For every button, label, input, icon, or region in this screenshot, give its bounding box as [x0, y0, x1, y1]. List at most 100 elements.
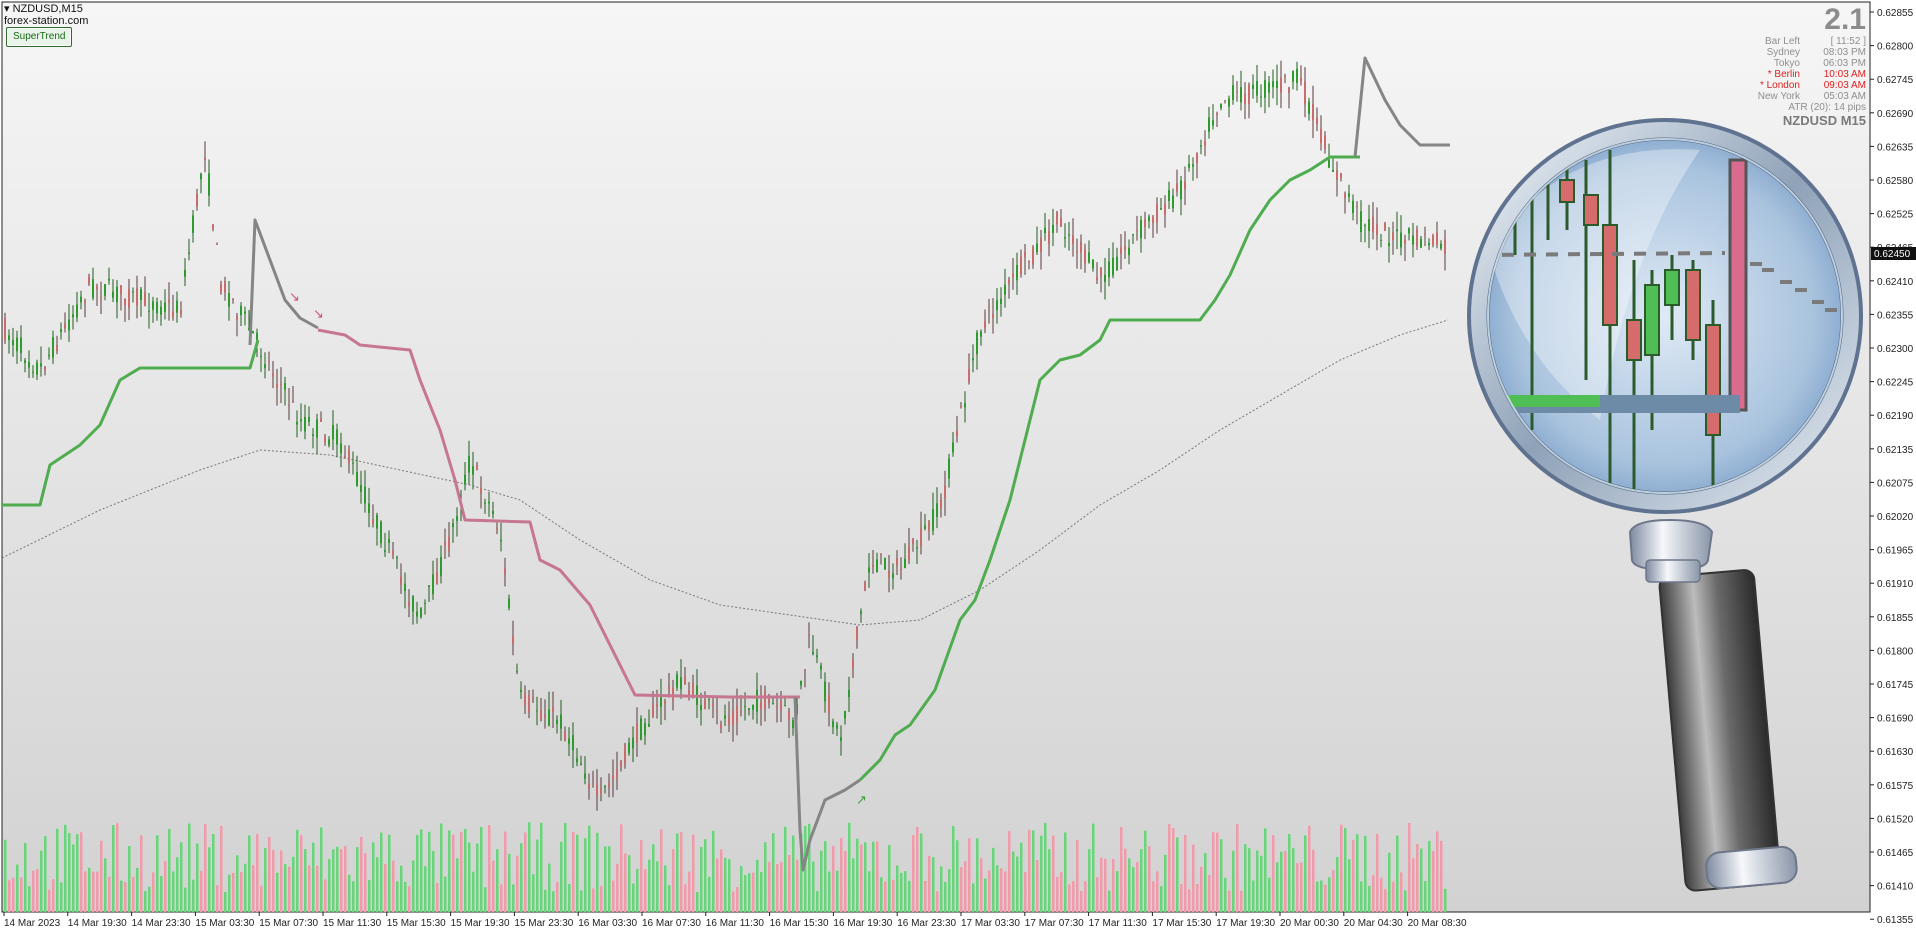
candle-body [436, 572, 438, 585]
candle-body [168, 300, 170, 303]
candle-body [1204, 141, 1206, 146]
candle-body [1284, 76, 1286, 78]
volume-bar [904, 871, 907, 912]
volume-bar [176, 857, 179, 912]
candle-body [852, 659, 854, 669]
volume-bar [88, 867, 91, 912]
candle-body [764, 692, 766, 709]
volume-bar [600, 885, 603, 912]
volume-bar [964, 861, 967, 912]
volume-bar [1160, 886, 1163, 912]
volume-bar [1104, 858, 1107, 912]
candle-body [308, 417, 310, 422]
candle-body [1412, 235, 1414, 245]
volume-bar [480, 826, 483, 912]
volume-bar [340, 849, 343, 912]
volume-bar [376, 857, 379, 912]
volume-bar [592, 888, 595, 912]
candle-body [888, 570, 890, 578]
candle-body [748, 708, 750, 711]
candle-body [588, 783, 590, 789]
candle-body [404, 583, 406, 592]
price-tick-label: 0.62690 [1877, 109, 1914, 120]
volume-bar [636, 868, 639, 912]
volume-bar [1076, 839, 1079, 912]
candle-body [1056, 211, 1058, 225]
time-tick-label: 16 Mar 15:30 [770, 918, 829, 929]
candle-body [108, 278, 110, 281]
candle-body [1420, 238, 1422, 248]
volume-bar [872, 841, 875, 912]
candle-body [720, 723, 722, 729]
volume-bar [256, 834, 259, 912]
candle-body [828, 694, 830, 714]
candle-body [32, 371, 34, 373]
time-tick-label: 17 Mar 15:30 [1152, 918, 1211, 929]
volume-bar [8, 880, 11, 912]
volume-bar [812, 861, 815, 912]
candle-body [612, 775, 614, 781]
candle-body [116, 286, 118, 303]
candle-body [224, 281, 226, 293]
price-tick-label: 0.62075 [1877, 478, 1914, 489]
volume-bar [1184, 834, 1187, 912]
candle-body [180, 310, 182, 315]
volume-bar [304, 849, 307, 912]
volume-bar [980, 858, 983, 912]
candle-body [1108, 261, 1110, 278]
volume-bar [1408, 822, 1411, 912]
volume-bar [1108, 890, 1111, 912]
candle-body [1164, 203, 1166, 215]
candle-body [624, 744, 626, 765]
candle-body [1096, 277, 1098, 281]
volume-bar [1228, 890, 1231, 912]
price-tick-label: 0.61855 [1877, 613, 1914, 624]
candle-body [1336, 170, 1338, 181]
time-tick-label: 20 Mar 04:30 [1344, 918, 1403, 929]
candle-body [336, 429, 338, 445]
volume-bar [1304, 835, 1307, 912]
volume-bar [144, 890, 147, 912]
current-price-label: 0.62450 [1874, 249, 1911, 260]
volume-bar [432, 850, 435, 912]
candle-body [896, 558, 898, 566]
volume-bar [364, 853, 367, 912]
volume-bar [804, 825, 807, 912]
candle-body [1416, 229, 1418, 247]
candle-body [244, 311, 246, 314]
volume-bar [644, 868, 647, 912]
candle-body [668, 685, 670, 691]
volume-bar [528, 822, 531, 912]
candle-body [500, 539, 502, 542]
volume-bar [1432, 851, 1435, 912]
supertrend-toggle-button[interactable]: SuperTrend [6, 27, 73, 47]
volume-bar [352, 881, 355, 912]
volume-bar [1240, 890, 1243, 912]
volume-bar [784, 826, 787, 912]
candle-body [452, 523, 454, 528]
candle-body [24, 360, 26, 363]
volume-bar [204, 823, 207, 912]
candle-body [1340, 173, 1342, 178]
volume-bar [248, 835, 251, 912]
candle-body [1236, 91, 1238, 93]
candle-body [1184, 181, 1186, 190]
volume-bar [848, 822, 851, 912]
volume-bar [1356, 834, 1359, 912]
volume-bar [800, 833, 803, 912]
volume-bar [676, 833, 679, 912]
volume-bar [1248, 848, 1251, 912]
volume-bar [1416, 843, 1419, 912]
volume-bar [516, 855, 519, 912]
candle-body [700, 705, 702, 711]
volume-bar [1148, 846, 1151, 912]
price-tick-label: 0.62410 [1877, 277, 1914, 288]
volume-bar [924, 880, 927, 912]
volume-bar [164, 860, 167, 912]
volume-bar [720, 849, 723, 912]
time-tick-label: 16 Mar 19:30 [833, 918, 892, 929]
candle-body [412, 596, 414, 612]
candle-body [428, 585, 430, 588]
session-time: 08:03 PM [1823, 47, 1866, 58]
